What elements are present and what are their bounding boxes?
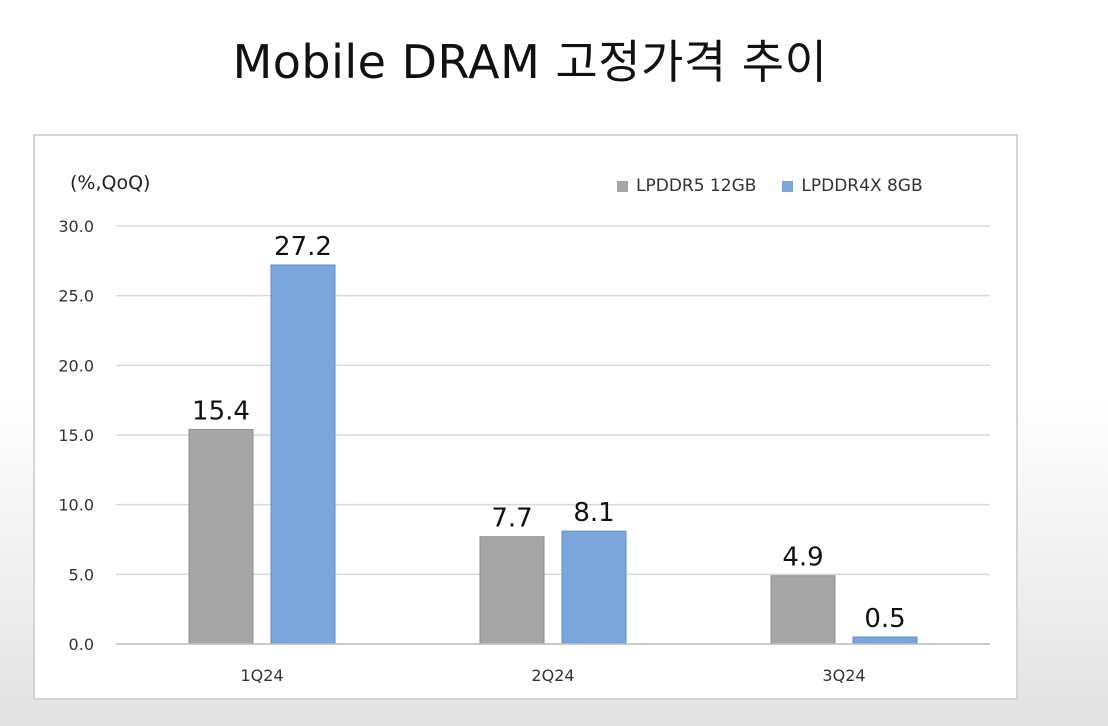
- bar-lpddr4x-3q24: [852, 636, 918, 645]
- legend-label-series-2: LPDDR4X 8GB: [801, 176, 923, 196]
- y-tick-label: 0.0: [69, 635, 94, 654]
- bar-lpddr5-3q24: [770, 575, 836, 645]
- y-tick-label: 5.0: [69, 565, 94, 584]
- y-tick-label: 15.0: [58, 426, 94, 445]
- bar-lpddr5-2q24: [479, 536, 545, 645]
- x-tick-label: 2Q24: [531, 666, 574, 685]
- x-tick-label: 1Q24: [240, 666, 283, 685]
- y-tick-label: 30.0: [58, 217, 94, 236]
- x-tick-label: 3Q24: [822, 666, 865, 685]
- data-label: 15.4: [192, 396, 250, 426]
- legend-swatch-series-2: [782, 180, 794, 192]
- y-tick-label: 20.0: [58, 356, 94, 375]
- y-tick-label: 10.0: [58, 496, 94, 515]
- page-title: Mobile DRAM 고정가격 추이: [232, 35, 828, 89]
- legend-item-series-2: LPDDR4X 8GB: [782, 176, 923, 196]
- legend-item-series-1: LPDDR5 12GB: [617, 176, 756, 196]
- y-unit-label: (%,QoQ): [70, 172, 151, 194]
- bar-lpddr4x-2q24: [561, 530, 627, 645]
- data-label: 8.1: [573, 498, 614, 528]
- legend-label-series-1: LPDDR5 12GB: [636, 176, 757, 196]
- bar-lpddr5-1q24: [188, 428, 254, 645]
- data-label: 7.7: [491, 504, 532, 534]
- data-label: 4.9: [782, 543, 823, 573]
- data-label: 27.2: [274, 232, 332, 262]
- y-tick-label: 25.0: [58, 287, 94, 306]
- bar-lpddr4x-1q24: [270, 264, 336, 645]
- legend-swatch-series-1: [617, 180, 628, 192]
- data-label: 0.5: [864, 604, 905, 634]
- legend: LPDDR5 12GB LPDDR4X 8GB: [617, 176, 923, 196]
